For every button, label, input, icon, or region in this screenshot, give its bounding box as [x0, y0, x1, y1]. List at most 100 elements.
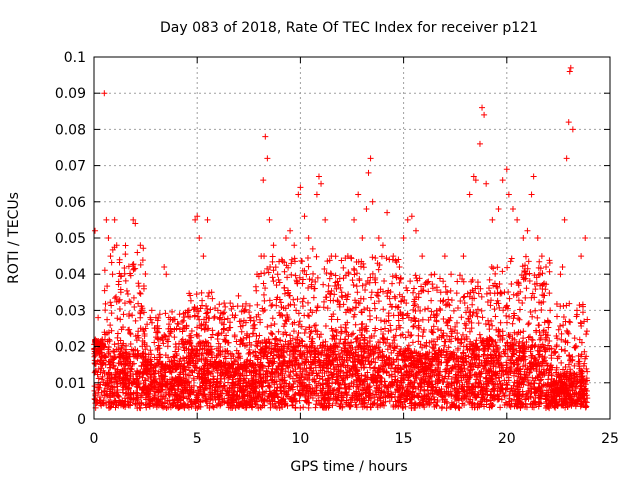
data-point: [490, 265, 497, 272]
data-point: [161, 399, 168, 406]
data-point: [179, 377, 186, 384]
data-point: [215, 340, 222, 347]
data-point: [121, 270, 128, 277]
data-point: [130, 261, 137, 268]
data-point: [266, 384, 273, 391]
data-point: [188, 401, 195, 408]
data-point: [259, 395, 266, 402]
data-point: [186, 339, 193, 346]
data-point: [273, 366, 280, 373]
data-point: [353, 283, 360, 290]
data-point: [104, 283, 111, 290]
data-point: [197, 388, 204, 395]
data-point: [395, 303, 402, 310]
data-point: [350, 265, 357, 272]
data-point: [247, 357, 254, 364]
data-point: [251, 325, 258, 332]
data-point: [126, 353, 133, 360]
data-point: [141, 330, 148, 337]
data-point: [113, 293, 120, 300]
data-point: [264, 323, 271, 330]
data-point: [147, 314, 154, 321]
data-point: [474, 313, 481, 320]
data-point: [242, 368, 249, 375]
data-point: [111, 341, 118, 348]
data-point: [225, 392, 232, 399]
data-point: [313, 401, 320, 408]
data-point: [271, 320, 278, 327]
data-point: [497, 289, 504, 296]
data-point: [476, 331, 483, 338]
data-point: [272, 347, 279, 354]
data-point: [300, 276, 307, 283]
data-point: [330, 297, 337, 304]
data-point: [358, 308, 365, 315]
data-point: [408, 332, 415, 339]
data-point: [101, 267, 108, 274]
data-point: [295, 310, 302, 317]
data-point: [134, 394, 141, 401]
data-point: [137, 314, 144, 321]
data-point: [172, 362, 179, 369]
data-point: [508, 281, 515, 288]
data-point: [275, 276, 282, 283]
data-point: [340, 264, 347, 271]
data-point: [536, 258, 543, 265]
data-point: [272, 335, 279, 342]
data-point: [273, 282, 280, 289]
data-point: [320, 281, 327, 288]
data-point: [92, 390, 99, 397]
data-point: [127, 341, 134, 348]
data-point: [231, 371, 238, 378]
data-point: [494, 264, 501, 271]
data-point: [99, 340, 106, 347]
data-point: [252, 362, 259, 369]
data-point: [165, 390, 172, 397]
data-point: [269, 301, 276, 308]
data-point: [150, 377, 157, 384]
data-point: [177, 355, 184, 362]
data-point: [491, 290, 498, 297]
data-point: [221, 316, 228, 323]
data-point: [313, 253, 320, 260]
data-point: [254, 343, 261, 350]
data-point: [180, 355, 187, 362]
data-point: [366, 313, 373, 320]
data-point: [410, 302, 417, 309]
data-point: [185, 379, 192, 386]
data-point: [190, 377, 197, 384]
data-point: [107, 322, 114, 329]
data-point: [368, 294, 375, 301]
data-point: [227, 373, 234, 380]
data-point: [428, 297, 435, 304]
data-point: [265, 269, 272, 276]
data-point: [525, 321, 532, 328]
data-point: [173, 352, 180, 359]
data-point: [540, 292, 547, 299]
data-point: [131, 303, 138, 310]
data-point: [199, 350, 206, 357]
data-point: [281, 284, 288, 291]
data-point: [301, 329, 308, 336]
data-point: [150, 364, 157, 371]
data-point: [166, 358, 173, 365]
data-point: [173, 395, 180, 402]
data-point: [252, 384, 259, 391]
data-point: [269, 401, 276, 408]
data-point: [492, 313, 499, 320]
data-point: [109, 246, 116, 253]
data-point: [231, 332, 238, 339]
data-point: [208, 361, 215, 368]
data-point: [462, 325, 469, 332]
data-point: [91, 387, 98, 394]
data-point: [122, 378, 129, 385]
data-point: [208, 334, 215, 341]
data-point: [243, 367, 250, 374]
data-point: [246, 302, 253, 309]
data-point: [151, 378, 158, 385]
data-point: [300, 295, 307, 302]
data-point: [173, 343, 180, 350]
data-point: [237, 341, 244, 348]
data-point: [412, 272, 419, 279]
data-point: [545, 318, 552, 325]
